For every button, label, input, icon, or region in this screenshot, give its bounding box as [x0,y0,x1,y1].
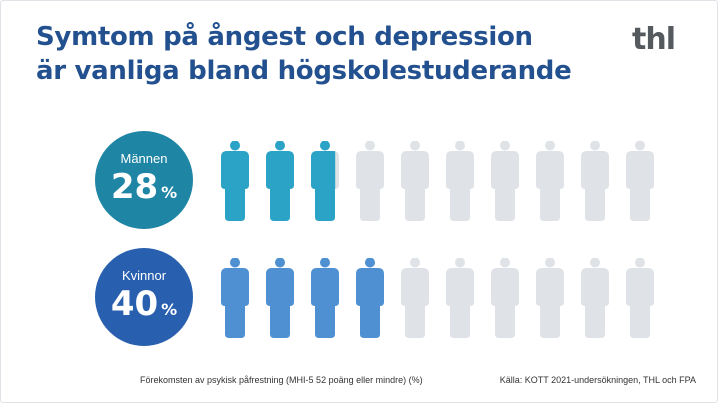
group-row-men: Männen 28% [0,131,720,231]
pictogram-men [218,141,658,231]
person-icon [533,141,567,221]
person-icon [263,258,297,338]
group-label-women: Kvinnor [121,268,167,283]
value-number-men: 28 [110,167,159,207]
group-label-men: Männen [120,151,168,166]
person-icon [623,258,657,338]
infographic-title: Symtom på ångest och depression är vanli… [36,20,572,88]
footer-note: Förekomsten av psykisk påfrestning (MHI-… [140,375,423,385]
title-line-2: är vanliga bland högskolestuderande [36,56,572,86]
person-icon [218,258,252,338]
person-icon [398,258,432,338]
person-icon [533,258,567,338]
person-icon [263,141,297,221]
group-row-women: Kvinnor 40% [0,248,720,348]
group-badge-women: Kvinnor 40% [95,248,193,346]
group-badge-men: Männen 28% [95,131,193,229]
person-icon [218,141,252,221]
person-icon [578,141,612,221]
person-icon [443,258,477,338]
pictogram-women [218,258,658,348]
footer-source: Källa: KOTT 2021-undersökningen, THL och… [499,375,696,385]
person-icon [488,258,522,338]
person-icon [353,141,387,221]
value-number-women: 40 [110,284,159,324]
person-icon [398,141,432,221]
person-icon [308,258,342,338]
person-icon [308,141,342,221]
person-icon [623,141,657,221]
person-icon [578,258,612,338]
value-unit-men: % [161,183,178,202]
group-value-women: 40% [95,284,193,330]
person-icon [353,258,387,338]
person-icon [488,141,522,221]
thl-logo: thl [632,22,676,57]
group-value-men: 28% [95,167,193,213]
value-unit-women: % [161,300,178,319]
title-line-1: Symtom på ångest och depression [36,22,533,52]
person-icon [443,141,477,221]
